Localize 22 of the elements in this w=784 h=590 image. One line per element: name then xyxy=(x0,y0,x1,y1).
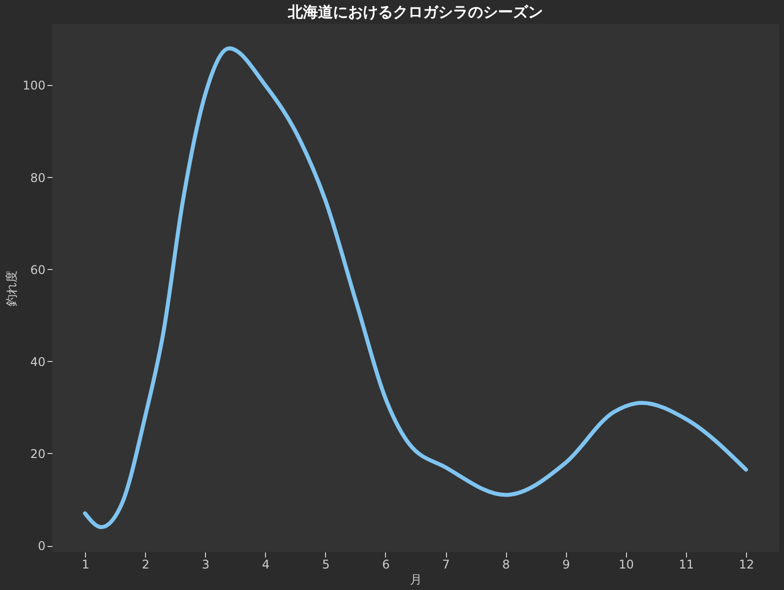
chart-title: 北海道におけるクロガシラのシーズン xyxy=(287,3,543,21)
y-tick-label: 100 xyxy=(22,78,46,93)
y-tick-label: 60 xyxy=(30,262,46,277)
x-tick-label: 7 xyxy=(442,558,450,572)
x-tick-label: 6 xyxy=(382,558,390,572)
x-tick-label: 10 xyxy=(618,558,634,572)
x-tick-label: 2 xyxy=(142,558,150,572)
x-axis-title: 月 xyxy=(410,572,422,586)
x-tick-label: 11 xyxy=(678,558,694,572)
x-tick-label: 12 xyxy=(738,558,754,572)
line-series xyxy=(83,46,748,530)
y-tick-label: 0 xyxy=(38,539,46,554)
x-tick-label: 4 xyxy=(262,558,270,572)
y-tick-label: 80 xyxy=(30,170,46,185)
y-axis-title: 釣れ度 xyxy=(4,270,19,306)
y-tick-label: 20 xyxy=(30,446,46,461)
y-tick-label: 40 xyxy=(30,354,46,369)
x-tick-label: 1 xyxy=(82,558,90,572)
x-tick-label: 3 xyxy=(202,558,210,572)
x-tick-label: 9 xyxy=(562,558,570,572)
x-tick-label: 8 xyxy=(502,558,510,572)
x-tick-label: 5 xyxy=(322,558,330,572)
